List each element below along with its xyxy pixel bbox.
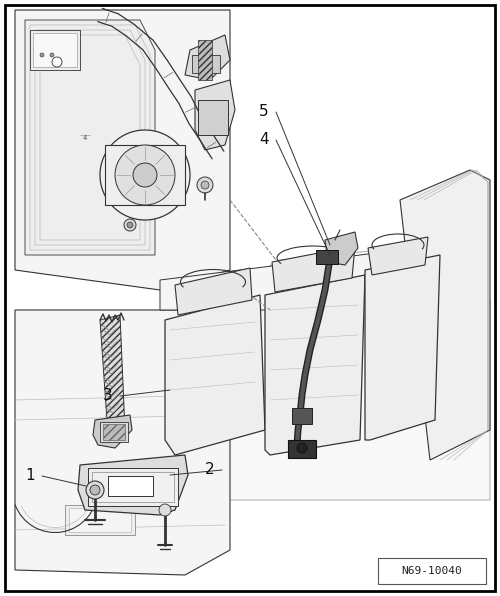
Bar: [103, 424, 125, 440]
Polygon shape: [175, 268, 252, 315]
Circle shape: [115, 145, 175, 205]
Polygon shape: [265, 275, 365, 455]
Circle shape: [127, 222, 133, 228]
Polygon shape: [160, 250, 400, 310]
Text: 4: 4: [259, 132, 269, 147]
Polygon shape: [400, 170, 490, 460]
Circle shape: [50, 53, 54, 57]
Polygon shape: [160, 250, 490, 500]
Bar: [198, 100, 228, 135]
Bar: [378, 558, 486, 584]
Circle shape: [40, 53, 44, 57]
Circle shape: [201, 181, 209, 189]
Polygon shape: [78, 455, 188, 515]
Circle shape: [90, 485, 100, 495]
Circle shape: [86, 481, 104, 499]
Circle shape: [159, 504, 171, 516]
Polygon shape: [195, 80, 235, 150]
Circle shape: [52, 57, 62, 67]
Polygon shape: [100, 315, 125, 435]
Bar: [316, 250, 338, 264]
Polygon shape: [325, 232, 358, 265]
Bar: [65, 505, 135, 535]
Polygon shape: [165, 295, 265, 455]
Bar: [30, 30, 80, 70]
Bar: [100, 422, 128, 442]
Bar: [33, 33, 77, 67]
Bar: [92, 472, 174, 502]
Polygon shape: [185, 35, 230, 80]
Polygon shape: [272, 246, 355, 292]
Circle shape: [297, 443, 307, 453]
Text: N69-10040: N69-10040: [402, 566, 462, 576]
Bar: [198, 40, 212, 80]
Bar: [192, 55, 220, 73]
Polygon shape: [365, 255, 440, 440]
Bar: [288, 440, 316, 458]
Polygon shape: [368, 237, 428, 275]
Polygon shape: [93, 415, 132, 448]
Bar: [292, 408, 312, 424]
Polygon shape: [25, 20, 155, 255]
Text: 4: 4: [83, 135, 87, 141]
Text: 2: 2: [205, 462, 215, 477]
Text: 5: 5: [259, 104, 269, 120]
Bar: [108, 476, 153, 496]
Circle shape: [124, 219, 136, 231]
Text: 3: 3: [103, 389, 113, 403]
Polygon shape: [15, 10, 230, 290]
Polygon shape: [15, 310, 230, 575]
Bar: [88, 468, 178, 506]
Bar: [69, 508, 131, 532]
Circle shape: [133, 163, 157, 187]
Circle shape: [197, 177, 213, 193]
Bar: [105, 145, 185, 205]
Text: 1: 1: [25, 468, 35, 483]
Circle shape: [100, 130, 190, 220]
